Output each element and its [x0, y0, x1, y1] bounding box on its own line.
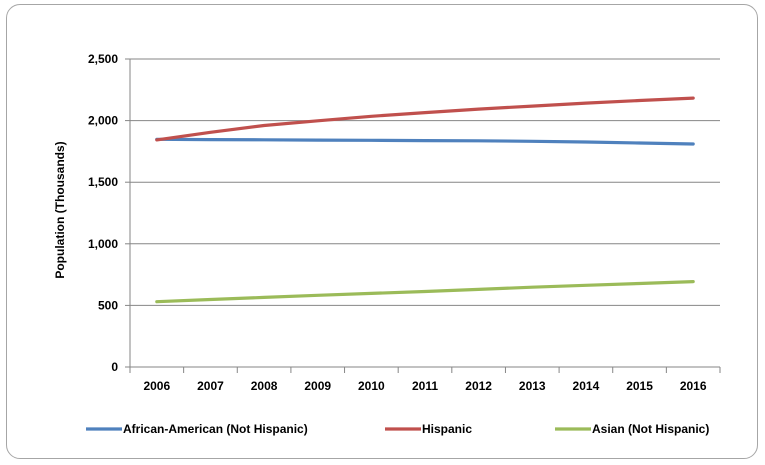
- y-tick-label: 500: [98, 298, 118, 312]
- series-line: [155, 137, 695, 146]
- x-tick-label: 2012: [465, 379, 492, 393]
- x-tick-label: 2014: [573, 379, 600, 393]
- x-tick-label: 2013: [519, 379, 546, 393]
- x-tick-label: 2008: [251, 379, 278, 393]
- chart-area: [6, 4, 758, 459]
- series-lines: [155, 96, 695, 304]
- series-line: [155, 96, 695, 142]
- x-tick-label: 2016: [680, 379, 707, 393]
- series-line: [155, 280, 695, 304]
- x-tick-label: 2009: [304, 379, 331, 393]
- y-tick-label: 2,500: [88, 52, 118, 66]
- x-tick-label: 2006: [143, 379, 170, 393]
- axes: [129, 59, 720, 368]
- y-tick-label: 1,500: [88, 175, 118, 189]
- y-tick-label: 1,000: [88, 237, 118, 251]
- x-tick-label: 2007: [197, 379, 224, 393]
- legend-label: Asian (Not Hispanic): [592, 422, 709, 436]
- legend-label: African-American (Not Hispanic): [123, 422, 308, 436]
- x-tick-label: 2015: [626, 379, 653, 393]
- legend-label: Hispanic: [422, 422, 472, 436]
- gridlines: [130, 58, 720, 306]
- legend: African-American (Not Hispanic) Hispanic A…: [86, 422, 709, 436]
- y-tick-label: 2,000: [88, 114, 118, 128]
- y-axis-label: Population (Thousands): [53, 141, 67, 278]
- x-axis-ticks: 2006 2007 2008 2009 2010 2011 2012 2013 2014 2015…: [129, 367, 721, 393]
- x-tick-label: 2011: [412, 379, 438, 393]
- y-axis-ticks: 0 500 1,000 1,500 2,000 2,500: [88, 52, 130, 374]
- x-tick-label: 2010: [358, 379, 385, 393]
- y-tick-label: 0: [111, 360, 118, 374]
